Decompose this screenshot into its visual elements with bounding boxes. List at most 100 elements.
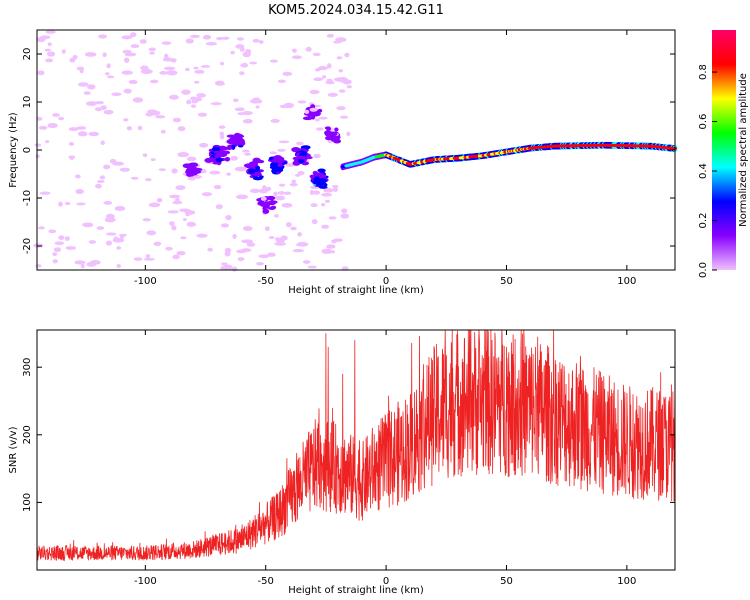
x-tick-label: 0 [383,576,389,587]
spectrum-noise-blob [65,246,77,250]
spectrum-noise-blob [340,213,350,219]
spectrum-noise-blob [53,247,62,253]
spectrum-cluster-blob [213,150,221,154]
spectrum-noise-blob [192,97,203,102]
x-tick-label: -100 [134,276,157,287]
spectrum-noise-blob [119,233,127,237]
spectrum-noise-blob [296,241,309,247]
spectrum-noise-blob [225,215,232,221]
spectrum-noise-blob [128,79,138,85]
spectrum-noise-blob [163,66,176,71]
spectrum-cluster-blob [252,157,261,163]
spectrum-cluster-blob [302,116,313,121]
spectrum-noise-blob [103,109,114,115]
spectrum-noise-blob [309,189,314,195]
spectrum-noise-blob [76,126,87,130]
spectrum-noise-blob [69,155,74,161]
spectrum-noise-blob [210,102,222,106]
spectrum-noise-blob [333,40,342,44]
spectrum-noise-blob [104,217,116,223]
colorbar-bar [712,30,736,270]
spectrum-noise-blob [283,191,292,195]
spectrum-noise-blob [89,260,101,265]
spectrum-noise-blob [311,218,318,225]
spectrum-noise-blob [200,65,211,68]
spectrum-noise-blob [205,42,218,46]
colorbar-tick-label: 0.4 [698,163,709,179]
spectrum-noise-blob [246,242,256,247]
spectrum-noise-blob [148,202,161,208]
spectrum-noise-blob [256,262,264,266]
spectrum-cluster-blob [298,159,305,164]
spectrum-noise-blob [292,48,297,53]
x-tick-label: -50 [258,576,274,587]
spectrum-noise-blob [153,241,162,246]
spectrum-noise-blob [167,210,179,214]
spectrum-noise-blob [184,67,190,72]
spectrum-noise-blob [48,229,57,234]
spectrum-noise-blob [236,37,244,41]
spectrum-noise-blob [68,142,75,146]
spectrum-cluster-blob [314,118,320,122]
spectrum-noise-blob [326,63,332,69]
spectrum-noise-blob [289,182,298,187]
colorbar-tick-label: 0.8 [698,64,709,80]
colorbar-tick-label: 0.0 [698,262,709,278]
spectrum-noise-blob [230,155,238,161]
spectrum-noise-blob [116,246,122,250]
spectrum-noise-blob [255,105,260,109]
spectrum-noise-blob [124,52,137,57]
x-tick-label: 100 [617,276,636,287]
spectrum-noise-blob [123,88,132,94]
y-tick-label: 100 [22,493,33,512]
spectrum-noise-blob [35,264,42,268]
spectrum-cluster-blob [302,151,307,155]
spectrum-noise-blob [199,142,209,148]
spectrum-noise-blob [160,129,166,134]
spectrum-cluster-blob [214,153,225,157]
spectrum-noise-blob [140,69,153,74]
y-tick-label: 20 [22,48,33,61]
spectrum-noise-blob [338,89,346,93]
spectrum-noise-blob [234,107,246,112]
snr-panel: -100 -50 0 50 100 100 200 300 Height of straigh… [8,329,676,596]
snr-ylabel: SNR (v/v) [8,426,19,473]
spectrum-noise-blob [171,168,178,174]
spectrum-noise-blob [103,164,111,170]
y-tick-label: 200 [22,425,33,444]
spectrum-cluster-blob [227,138,233,143]
spectrum-noise-blob [180,236,187,240]
spectrum-noise-blob [326,33,335,38]
spectrum-noise-blob [131,176,139,180]
spectrum-noise-blob [239,71,245,76]
spectrum-cluster-blob [297,155,307,160]
spectrum-cluster-blob [258,175,264,179]
snr-ticks: -100 -50 0 50 100 100 200 300 [22,330,675,587]
spectrum-noise-blob [201,192,213,197]
spectrum-noise-blob [321,202,326,207]
spectrum-noise-blob [305,46,312,52]
spectrum-noise-blob [249,61,258,65]
spectrum-noise-blob [294,173,301,177]
spectrum-noise-blob [77,82,89,87]
spectrum-cluster-blob [194,167,203,172]
spectrum-noise-blob [321,224,330,229]
spectrum-noise-blob [52,113,60,117]
spectrum-noise-blob [77,131,88,137]
spectrum-noise-blob [75,174,81,179]
spectrum-noise-blob [269,59,278,63]
spectrum-noise-blob [172,200,183,205]
spectrum-noise-blob [270,118,280,124]
spectrum-cluster-blob [231,139,237,146]
spectrum-noise-blob [326,244,336,249]
spectrum-noise-blob [155,115,166,119]
spectrum-noise-blob [277,79,286,84]
spectrum-noise-blob [103,200,113,205]
spectrum-noise-blob [177,151,190,158]
spectrum-noise-blob [169,221,175,226]
spectrum-noise-blob [37,70,45,76]
spectrum-noise-blob [106,75,115,79]
spectrum-noise-blob [232,234,237,240]
spectrum-cluster-blob [304,109,310,114]
spectrum-noise-blob [143,257,155,261]
